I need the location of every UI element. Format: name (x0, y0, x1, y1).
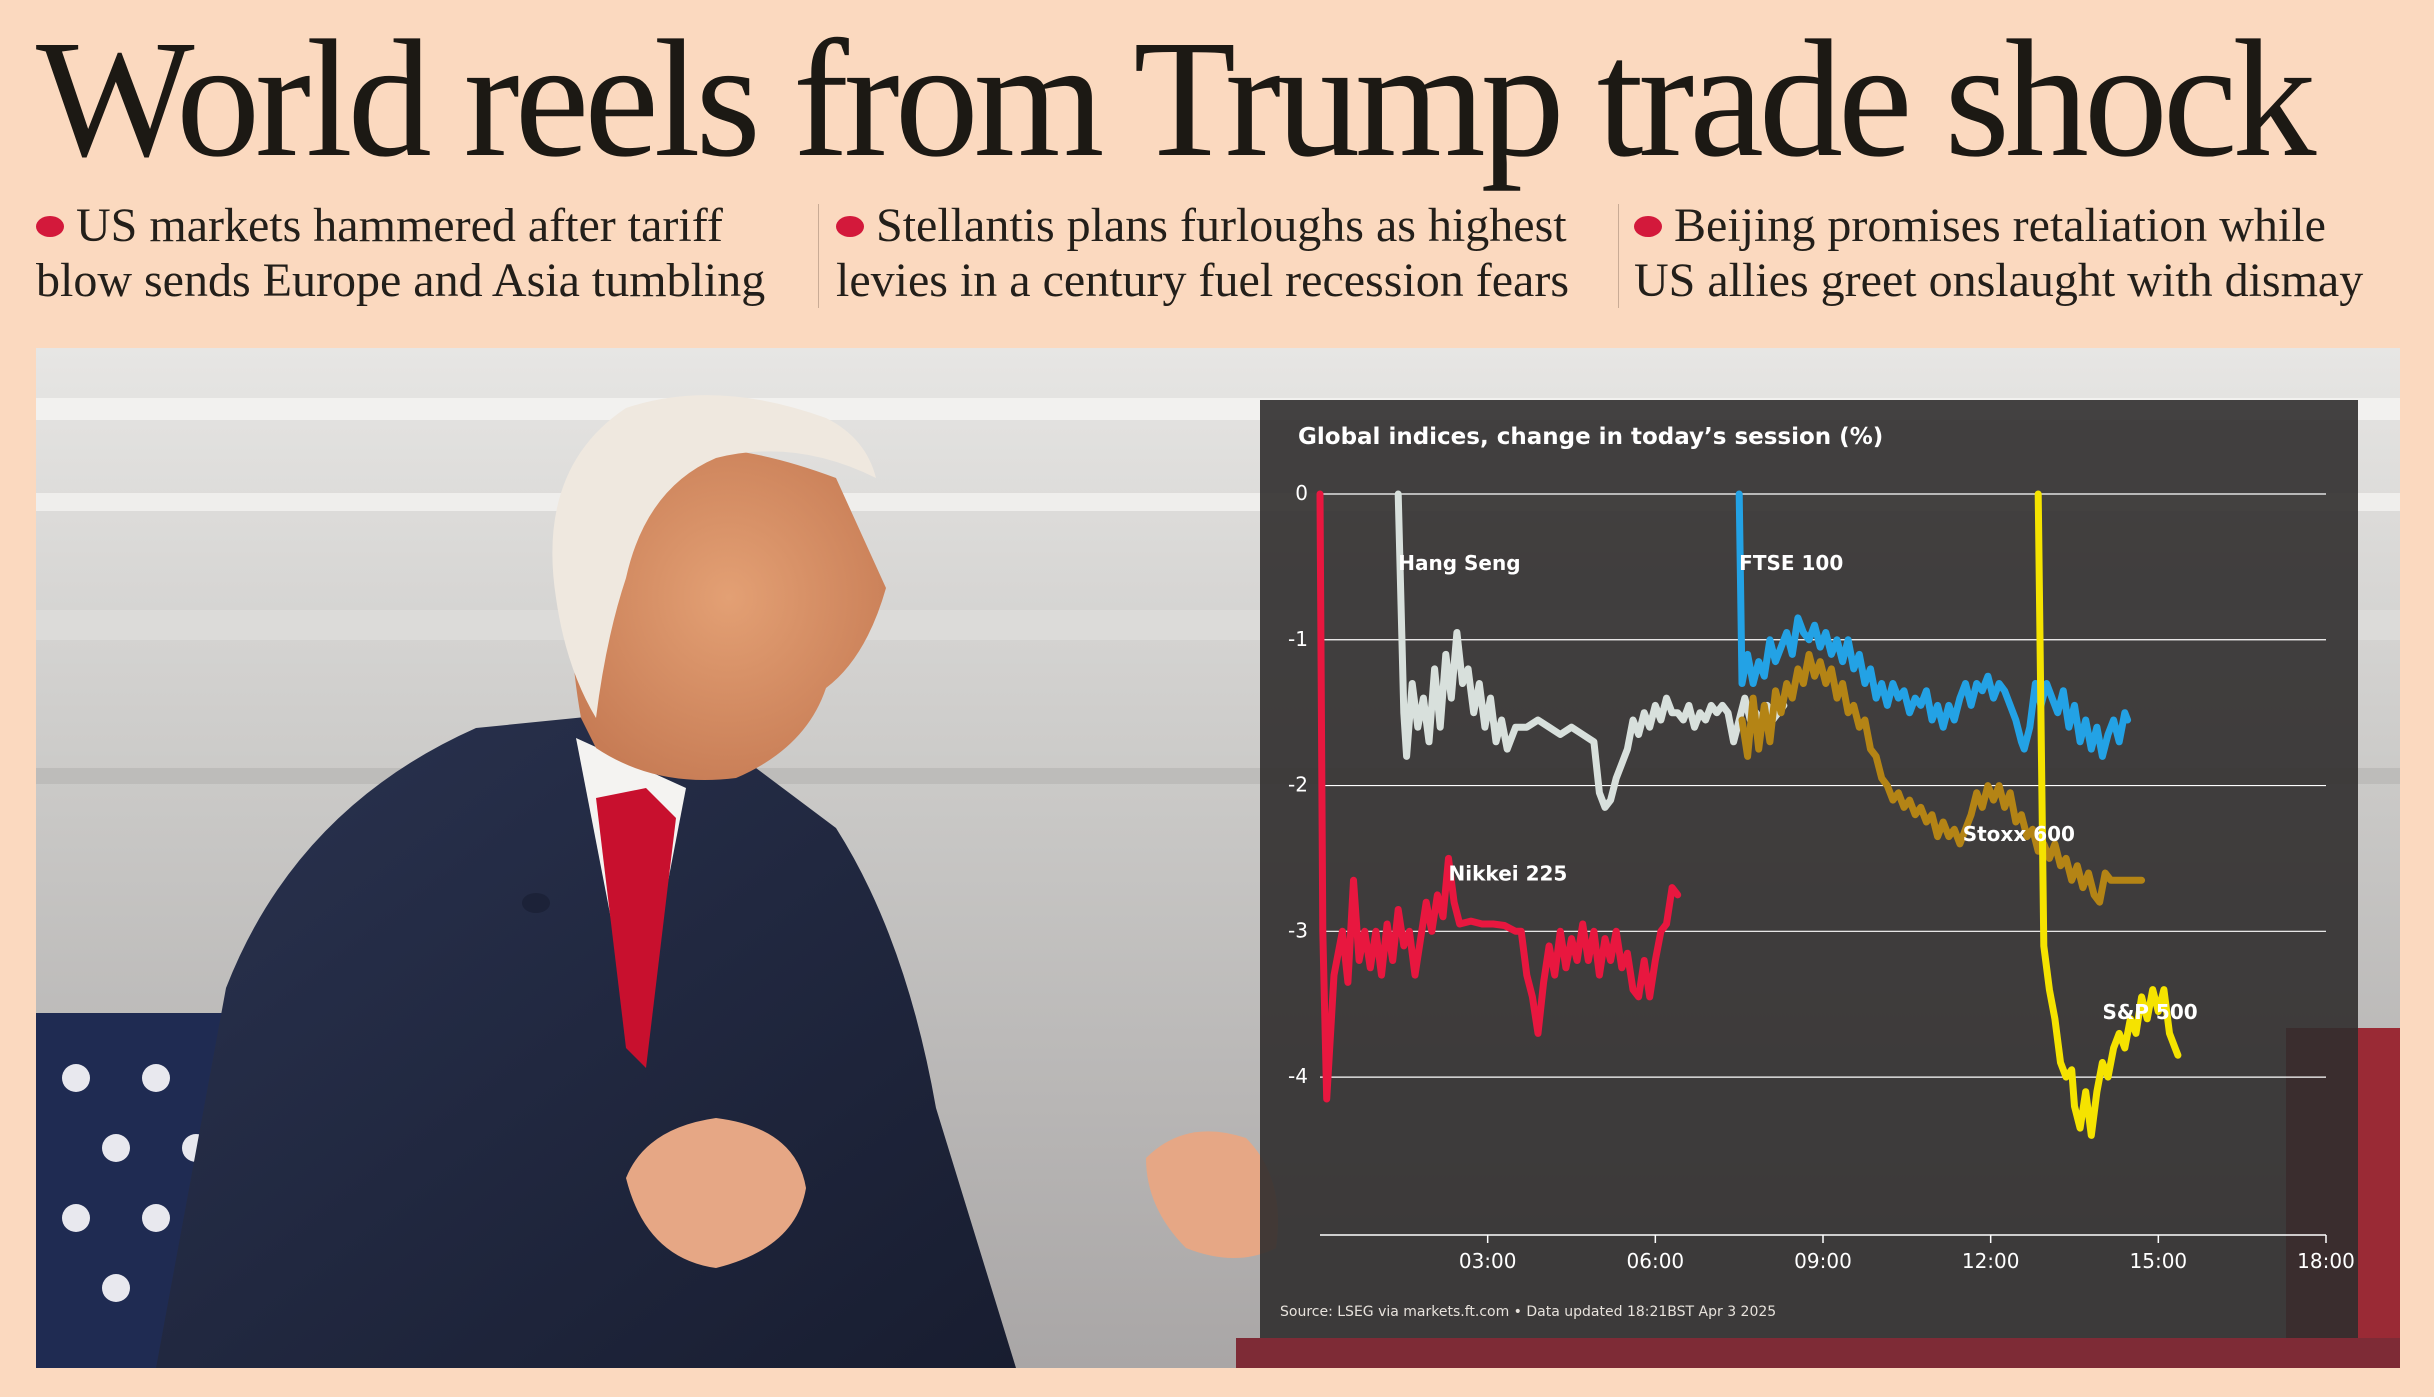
y-tick-label: 0 (1295, 481, 1308, 505)
y-tick-label: -2 (1288, 773, 1308, 797)
column-divider (1618, 204, 1619, 308)
subheads: US markets hammered after tariff blow se… (36, 198, 2416, 316)
series-line-ftse-100 (1735, 490, 2132, 760)
series-line-stoxx-600 (1738, 650, 2146, 906)
subhead-line: Beijing promises retaliation while (1674, 199, 2326, 252)
chart-plot: 0 -1 -2 -3 -4 03:00 06:00 09:00 12:00 15:00 18:00… (1288, 481, 2355, 1273)
x-tick-label: 03:00 (1459, 1249, 1517, 1273)
subhead-line: Stellantis plans furloughs as highest (876, 199, 1567, 252)
subhead-markets[interactable]: US markets hammered after tariff blow se… (36, 198, 826, 316)
y-tick-label: -4 (1288, 1064, 1308, 1088)
column-divider (818, 204, 819, 308)
series-line-hang-seng (1394, 490, 1788, 811)
x-tick-label: 06:00 (1627, 1249, 1685, 1273)
indices-chart[interactable]: Global indices, change in today’s sessio… (1260, 400, 2358, 1338)
headline: World reels from Trump trade shock (36, 6, 2316, 192)
chart-title: Global indices, change in today’s sessio… (1298, 424, 1884, 450)
bullet-icon (836, 216, 864, 238)
subhead-line: blow sends Europe and Asia tumbling (36, 254, 766, 307)
series-label-stoxx-600: Stoxx 600 (1963, 822, 2075, 846)
y-tick-label: -1 (1288, 627, 1308, 651)
x-tick-label: 12:00 (1962, 1249, 2020, 1273)
chart-source: Source: LSEG via markets.ft.com • Data u… (1280, 1304, 1777, 1320)
x-tick-label: 09:00 (1794, 1249, 1852, 1273)
series-label-ftse-100: FTSE 100 (1739, 551, 1843, 575)
series-label-hang-seng: Hang Seng (1398, 551, 1520, 575)
subhead-line: levies in a century fuel recession fears (836, 254, 1570, 307)
series-label-nikkei-225: Nikkei 225 (1449, 861, 1568, 885)
bullet-icon (1634, 216, 1662, 238)
series-label-s-p-500: S&P 500 (2102, 1000, 2197, 1024)
y-tick-label: -3 (1288, 918, 1308, 942)
subhead-stellantis[interactable]: Stellantis plans furloughs as highest le… (836, 198, 1626, 316)
subhead-line: US markets hammered after tariff (76, 199, 723, 252)
x-tick-label: 15:00 (2130, 1249, 2188, 1273)
series-line-nikkei-225 (1316, 490, 1682, 1103)
x-tick-label: 18:00 (2297, 1249, 2355, 1273)
bullet-icon (36, 216, 64, 238)
series-line-s-p-500 (2034, 490, 2182, 1139)
subhead-line: US allies greet onslaught with dismay (1634, 254, 2364, 307)
subhead-beijing[interactable]: Beijing promises retaliation while US al… (1634, 198, 2416, 316)
